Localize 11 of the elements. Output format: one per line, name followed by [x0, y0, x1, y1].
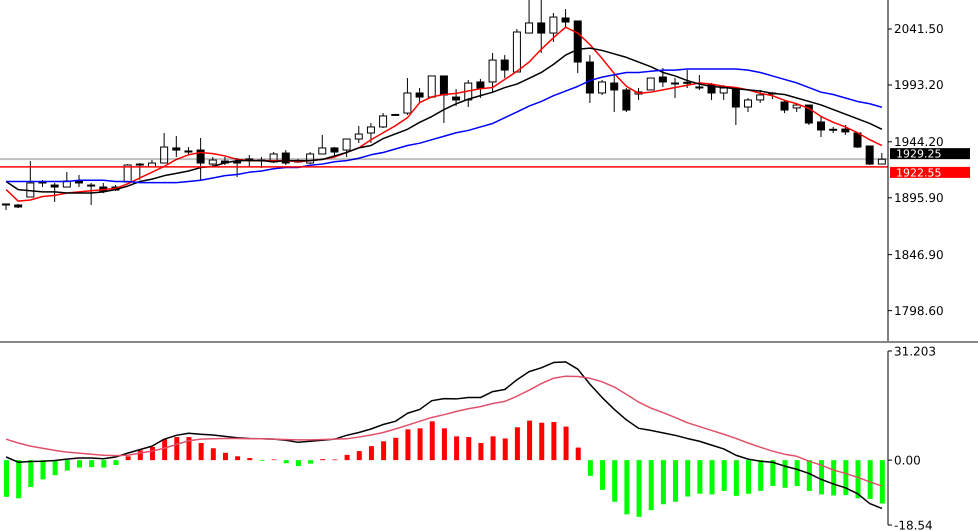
- ref-line-label: 1922.55: [896, 166, 942, 180]
- y-tick-label: 0.00: [894, 453, 921, 468]
- y-tick-label: 1846.90: [894, 248, 944, 262]
- y-tick-label: 1895.90: [894, 191, 944, 206]
- y-tick-label: 31.203: [894, 344, 936, 358]
- y-tick-label: -18.54: [894, 518, 933, 531]
- y-tick-label: 2041.50: [894, 22, 944, 36]
- y-tick-label: 1944.20: [894, 135, 944, 150]
- ref-line-label: 1929.25: [896, 148, 942, 161]
- y-tick-label: 1993.20: [894, 78, 944, 92]
- y-tick-label: 1798.60: [894, 304, 944, 318]
